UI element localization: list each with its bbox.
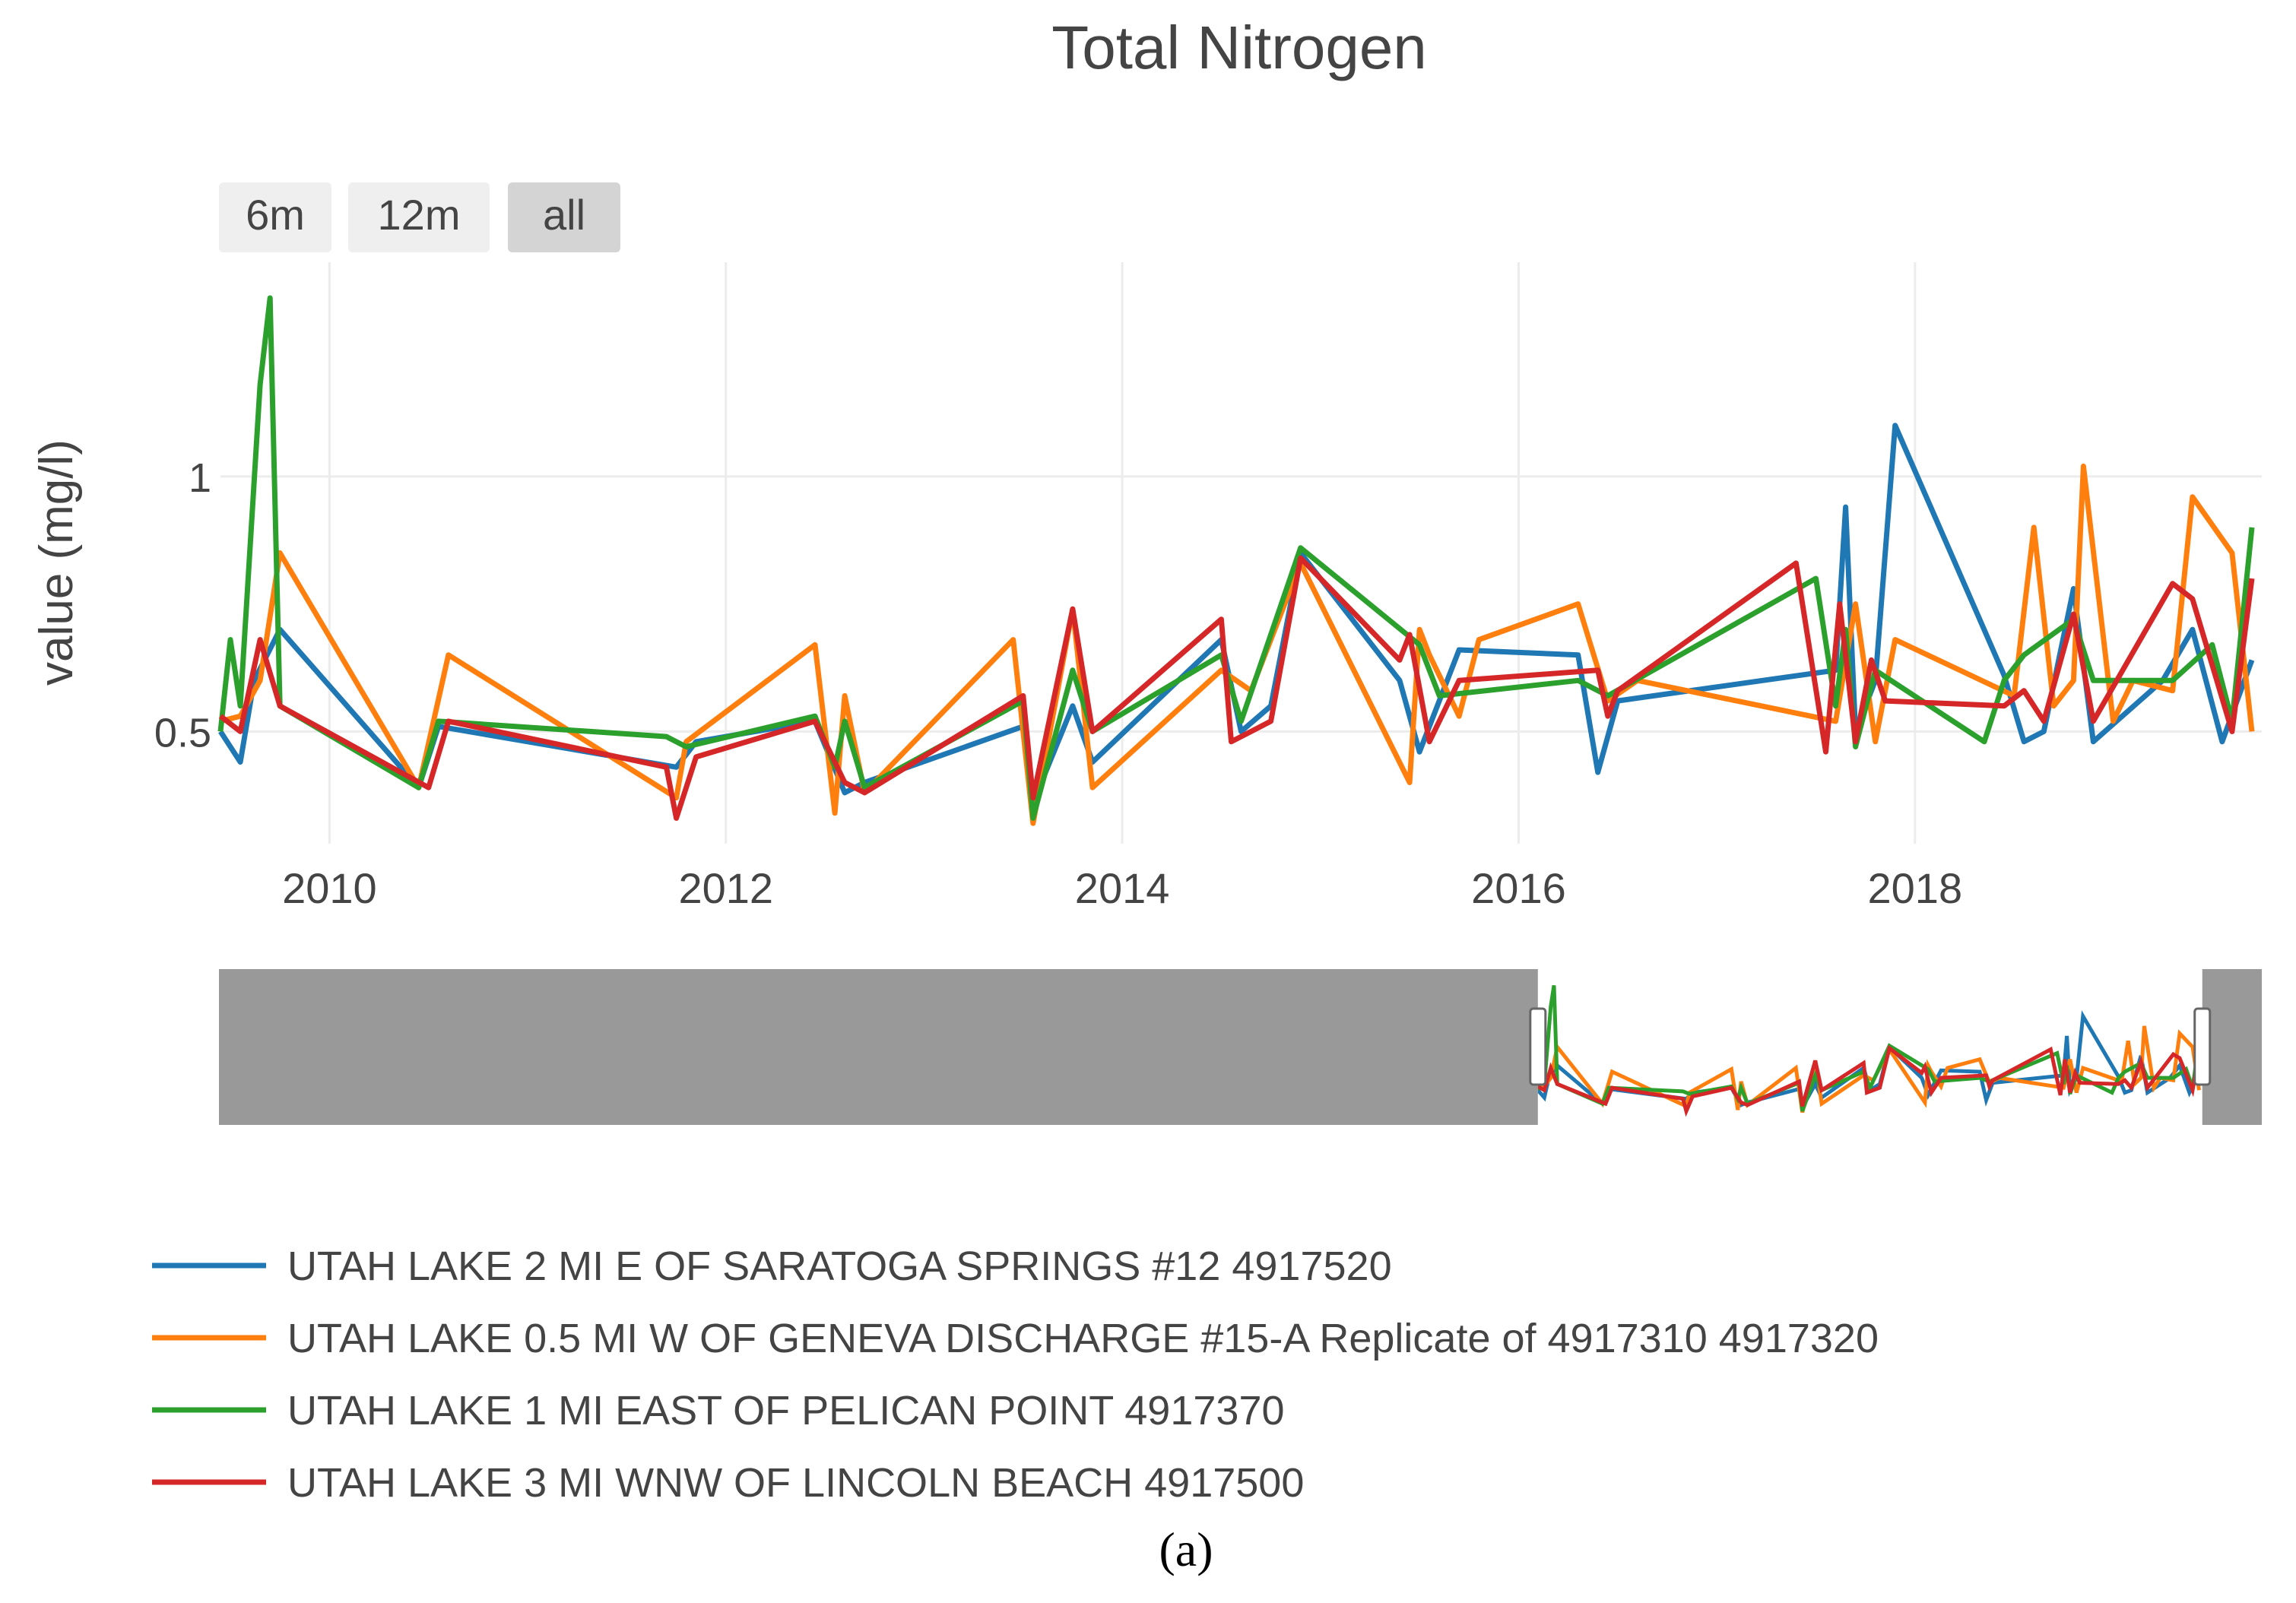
range-slider-mask-left <box>219 969 1538 1125</box>
legend-label: UTAH LAKE 1 MI EAST OF PELICAN POINT 491… <box>287 1388 1285 1434</box>
x-tick-label: 2014 <box>1075 864 1170 912</box>
range-button-label[interactable]: 12m <box>378 191 461 239</box>
x-tick-label: 2012 <box>678 864 773 912</box>
legend-item[interactable]: UTAH LAKE 2 MI E OF SARATOGA SPRINGS #12… <box>152 1243 1392 1289</box>
y-tick-label: 1 <box>189 455 211 501</box>
y-tick-label: 0.5 <box>154 710 211 756</box>
range-selector: 6m 12m all <box>219 182 620 252</box>
y-axis-label: value (mg/l) <box>30 439 83 686</box>
legend: UTAH LAKE 2 MI E OF SARATOGA SPRINGS #12… <box>152 1243 1879 1506</box>
range-button-all[interactable]: all <box>508 182 620 252</box>
legend-label: UTAH LAKE 0.5 MI W OF GENEVA DISCHARGE #… <box>287 1316 1879 1361</box>
series-line-2 <box>217 295 2255 821</box>
legend-item[interactable]: UTAH LAKE 1 MI EAST OF PELICAN POINT 491… <box>152 1388 1285 1434</box>
range-slider-mask-right <box>2202 969 2262 1125</box>
range-button-6m[interactable]: 6m <box>219 182 331 252</box>
range-button-label[interactable]: all <box>543 191 585 239</box>
range-slider-series-3 <box>1537 1044 2201 1117</box>
figure-caption: (a) <box>1159 1522 1213 1576</box>
legend-label: UTAH LAKE 2 MI E OF SARATOGA SPRINGS #12… <box>287 1243 1392 1289</box>
range-button-bg[interactable] <box>219 182 331 252</box>
y-axis-ticks: 0.51 <box>154 455 211 756</box>
chart-title: Total Nitrogen <box>1051 14 1427 81</box>
legend-label: UTAH LAKE 3 MI WNW OF LINCOLN BEACH 4917… <box>287 1460 1304 1506</box>
series-line-3 <box>218 555 2255 821</box>
range-button-bg[interactable] <box>348 182 490 252</box>
legend-item[interactable]: UTAH LAKE 0.5 MI W OF GENEVA DISCHARGE #… <box>152 1316 1879 1361</box>
x-tick-label: 2010 <box>282 864 377 912</box>
range-slider-preview <box>1537 985 2201 1117</box>
x-tick-label: 2018 <box>1868 864 1963 912</box>
range-slider-series-2 <box>1537 985 2201 1112</box>
series-lines <box>217 295 2255 826</box>
x-axis-ticks: 2010 2012 2014 2016 2018 <box>282 864 1962 912</box>
legend-item[interactable]: UTAH LAKE 3 MI WNW OF LINCOLN BEACH 4917… <box>152 1460 1304 1506</box>
range-button-label[interactable]: 6m <box>246 191 305 239</box>
range-button-12m[interactable]: 12m <box>348 182 490 252</box>
range-slider-handle-left[interactable] <box>1529 1007 1547 1086</box>
range-button-bg[interactable] <box>508 182 620 252</box>
series-line-1 <box>220 463 2255 826</box>
range-slider-handle-right[interactable] <box>2193 1007 2212 1086</box>
x-tick-label: 2016 <box>1471 864 1566 912</box>
range-slider[interactable] <box>219 969 2262 1125</box>
